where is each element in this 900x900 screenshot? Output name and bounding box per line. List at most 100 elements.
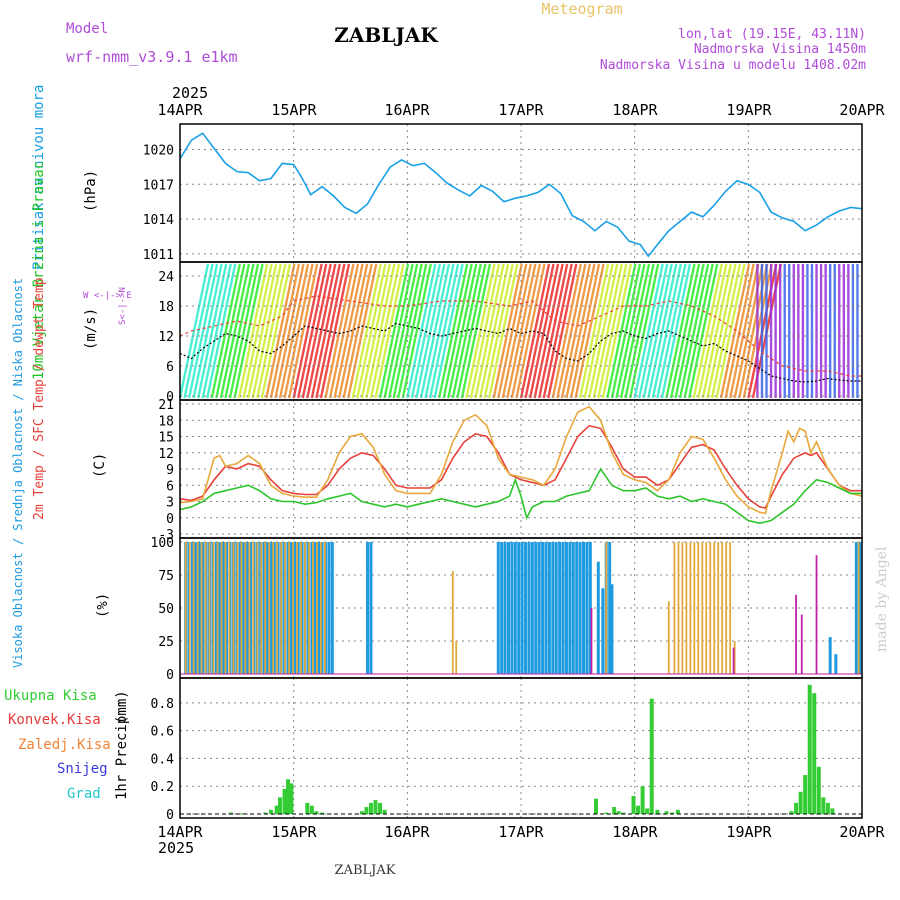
top-time-labels: 14APR 15APR 16APR 17APR 18APR 19APR 20AP… — [157, 101, 885, 119]
wind-arrow — [287, 263, 319, 399]
wind-arrow — [683, 263, 714, 399]
wind-arrow — [219, 263, 251, 399]
year-top: 2025 — [172, 84, 208, 102]
wind-arrow — [247, 263, 278, 399]
wind-arrow — [360, 263, 392, 399]
wind-arrow — [597, 263, 628, 399]
precip-bar — [636, 805, 641, 814]
cloud-label: Visoka Oblacnost / Srednja Oblacnost / N… — [11, 278, 25, 668]
legend-total-precip: Ukupna Kisa — [4, 688, 97, 704]
wind-arrow — [719, 263, 751, 399]
wind-arrow — [583, 263, 614, 399]
wind-speed-line — [179, 322, 862, 383]
credit-watermark: made by Angel — [874, 546, 890, 652]
y-tick-label: -3 — [158, 528, 174, 543]
wind-arrow — [538, 263, 569, 399]
wind-arrow — [697, 263, 728, 399]
legend-snow: Snijeg — [57, 761, 108, 777]
wind-arrow — [192, 263, 223, 399]
wind-arrow — [215, 263, 246, 399]
product-title: Meteogram — [541, 0, 622, 18]
wind-arrow — [678, 263, 710, 399]
wind-arrow — [378, 263, 410, 399]
tick-label-top: 20APR — [839, 101, 885, 119]
precip-bar — [229, 812, 234, 814]
pressure-label: Pritisak na nivou mora — [31, 85, 47, 270]
wind-arrow — [651, 263, 683, 399]
wind-arrow — [528, 263, 560, 399]
precip-label: 1hr Precip — [114, 716, 130, 800]
wind-arrow — [428, 263, 460, 399]
wind-arrow — [274, 263, 305, 399]
precip-bar — [309, 805, 314, 814]
wind-arrow — [328, 263, 360, 399]
wind-arrow — [347, 263, 378, 399]
precip-bar — [594, 798, 599, 814]
y-tick-label: 12 — [158, 330, 174, 345]
wind-arrow — [451, 263, 482, 399]
wind-arrow — [324, 263, 355, 399]
tick-label-top: 18APR — [612, 101, 658, 119]
precip-bar — [675, 809, 680, 814]
precip-bar — [320, 812, 325, 814]
y-tick-label: 0.2 — [151, 780, 174, 795]
wind-arrow — [406, 263, 437, 399]
wind-arrow — [447, 263, 478, 399]
wind-arrow — [460, 263, 492, 399]
year-bottom: 2025 — [158, 839, 194, 857]
y-tick-label: 1011 — [143, 248, 174, 263]
y-tick-label: 0 — [166, 512, 174, 527]
wind-arrow — [183, 263, 214, 399]
tick-label-bottom: 15APR — [271, 823, 317, 841]
y-tick-label: 24 — [158, 270, 174, 285]
wind-arrow — [724, 263, 755, 399]
wind-arrow — [483, 263, 514, 399]
grid-lines — [180, 124, 862, 818]
precip-bar — [645, 808, 650, 814]
wind-arrow — [688, 263, 719, 399]
wind-compass-sn: S<-|->N — [118, 287, 128, 325]
wind-arrow — [310, 263, 342, 399]
wind-arrow — [674, 263, 705, 399]
wind-arrow — [260, 263, 292, 399]
legend-conv-precip: Konvek.Kisa — [8, 712, 101, 728]
wind-arrow — [574, 263, 605, 399]
precip-bar — [382, 809, 387, 814]
wind-arrow — [342, 263, 373, 399]
wind-arrow — [501, 263, 532, 399]
wind-arrow — [497, 263, 528, 399]
wind-arrow — [197, 263, 228, 399]
wind-arrow — [419, 263, 451, 399]
wind-arrow — [692, 263, 723, 399]
legend-frozen-precip: Zaledj.Kisa — [18, 737, 111, 753]
wind-arrow — [210, 263, 242, 399]
wind-arrow — [237, 263, 269, 399]
wind-arrow — [233, 263, 264, 399]
tick-label-top: 14APR — [157, 101, 203, 119]
cloud-unit: (%) — [95, 593, 111, 618]
tick-label-bottom: 19APR — [726, 823, 772, 841]
wind-arrow — [601, 263, 633, 399]
precip-bar — [670, 812, 675, 814]
temp-sfc-line — [179, 405, 863, 515]
tick-label-bottom: 14APR — [157, 823, 203, 841]
panel-frame — [179, 677, 863, 819]
wind-arrow — [510, 263, 542, 399]
wind-arrow — [415, 263, 446, 399]
precip-bar — [285, 779, 290, 814]
panel-frames — [179, 123, 863, 819]
wind-arrow — [506, 263, 537, 399]
wind-arrow — [642, 263, 673, 399]
precip-bar — [825, 802, 830, 814]
y-tick-labels: 101110141017102006121824-303691215182102… — [143, 144, 174, 823]
precip-bar — [816, 766, 821, 814]
precip-bar — [789, 811, 794, 814]
wind-arrow — [624, 263, 655, 399]
wind-arrow — [224, 263, 255, 399]
y-tick-label: 21 — [158, 398, 174, 413]
y-tick-label: 6 — [166, 360, 174, 375]
wind-arrow — [606, 263, 637, 399]
wind-unit: (m/s) — [83, 308, 99, 350]
y-tick-label: 6 — [166, 479, 174, 494]
precip-bar — [612, 807, 617, 814]
